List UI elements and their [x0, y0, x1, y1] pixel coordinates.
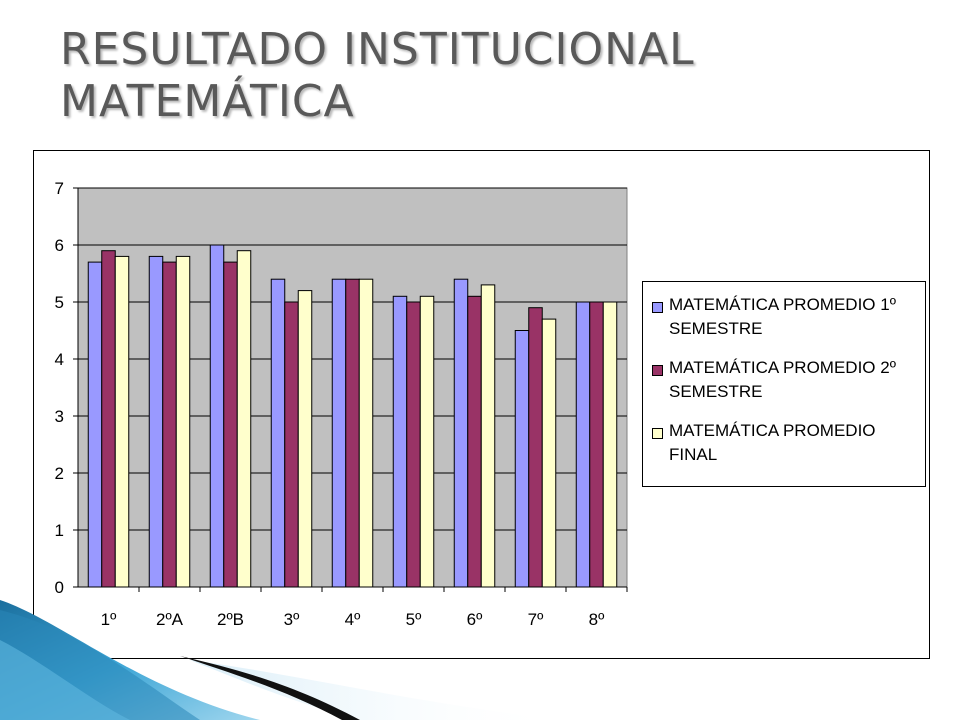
x-tick-label: 6º: [467, 610, 483, 629]
bar: [114, 255, 130, 588]
bar: [467, 295, 482, 588]
x-tick-label: 4º: [345, 610, 361, 629]
y-tick-label: 0: [55, 578, 64, 597]
decorative-swoosh: [0, 600, 560, 720]
legend-swatch-series-1: [652, 302, 663, 313]
bar: [148, 255, 164, 588]
bar: [270, 278, 286, 588]
bar: [87, 261, 103, 588]
bar: [101, 250, 116, 588]
bar: [284, 301, 299, 588]
bar: [575, 301, 591, 588]
legend-swatch-series-2: [652, 365, 663, 376]
legend-label-series-1: MATEMÁTICA PROMEDIO 1º SEMESTRE: [669, 295, 896, 338]
bar: [297, 290, 313, 588]
bar: [331, 278, 347, 588]
bar: [589, 301, 604, 588]
bar: [236, 250, 252, 588]
legend-label-series-2: MATEMÁTICA PROMEDIO 2º SEMESTRE: [669, 358, 896, 401]
x-tick-label: 2ºA: [156, 610, 184, 629]
legend-item-series-1: MATEMÁTICA PROMEDIO 1º SEMESTRE: [643, 293, 925, 341]
title-line-2: MATEMÁTICA: [60, 76, 355, 127]
x-tick-label: 1º: [101, 610, 117, 629]
chart-canvas: 0 1 2 3 4 5 6 7 1º 2ºA 2ºB 3º 4º 5º 6º 7º 8º: [55, 179, 628, 629]
bar: [406, 301, 421, 588]
x-tick-label: 7º: [528, 610, 544, 629]
y-tick-label: 6: [55, 236, 64, 255]
y-tick-label: 1: [55, 521, 64, 540]
bar: [514, 330, 530, 588]
x-tick-label: 5º: [406, 610, 422, 629]
bar: [480, 284, 496, 588]
y-tick-label: 2: [55, 464, 64, 483]
legend-label-series-3: MATEMÁTICA PROMEDIO FINAL: [669, 421, 876, 464]
legend-item-series-2: MATEMÁTICA PROMEDIO 2º SEMESTRE: [643, 356, 925, 404]
bar: [175, 255, 191, 588]
legend-item-series-3: MATEMÁTICA PROMEDIO FINAL: [643, 419, 925, 467]
x-tick-label: 8º: [589, 610, 605, 629]
bar: [345, 278, 360, 588]
bar: [223, 261, 238, 588]
y-tick-label: 7: [55, 179, 64, 198]
bar-chart: 0 1 2 3 4 5 6 7 1º 2ºA 2ºB 3º 4º 5º 6º 7º 8º MATEMÁTICA …: [33, 150, 930, 659]
bar: [209, 244, 225, 588]
bar: [419, 295, 435, 588]
bar: [162, 261, 177, 588]
chart-legend: MATEMÁTICA PROMEDIO 1º SEMESTRE MATEMÁTI…: [642, 281, 926, 487]
bar: [392, 295, 408, 588]
x-tick-label: 3º: [284, 610, 300, 629]
legend-swatch-series-3: [652, 428, 663, 439]
title-line-1: RESULTADO INSTITUCIONAL: [60, 24, 695, 75]
bar: [358, 278, 374, 588]
y-tick-label: 4: [55, 350, 64, 369]
bar: [453, 278, 469, 588]
y-tick-label: 5: [55, 293, 64, 312]
slide-title: RESULTADO INSTITUCIONAL MATEMÁTICA: [60, 24, 920, 128]
x-tick-label: 2ºB: [217, 610, 244, 629]
bar: [528, 307, 543, 588]
bar: [602, 301, 618, 588]
y-tick-label: 3: [55, 407, 64, 426]
bar: [541, 318, 557, 588]
